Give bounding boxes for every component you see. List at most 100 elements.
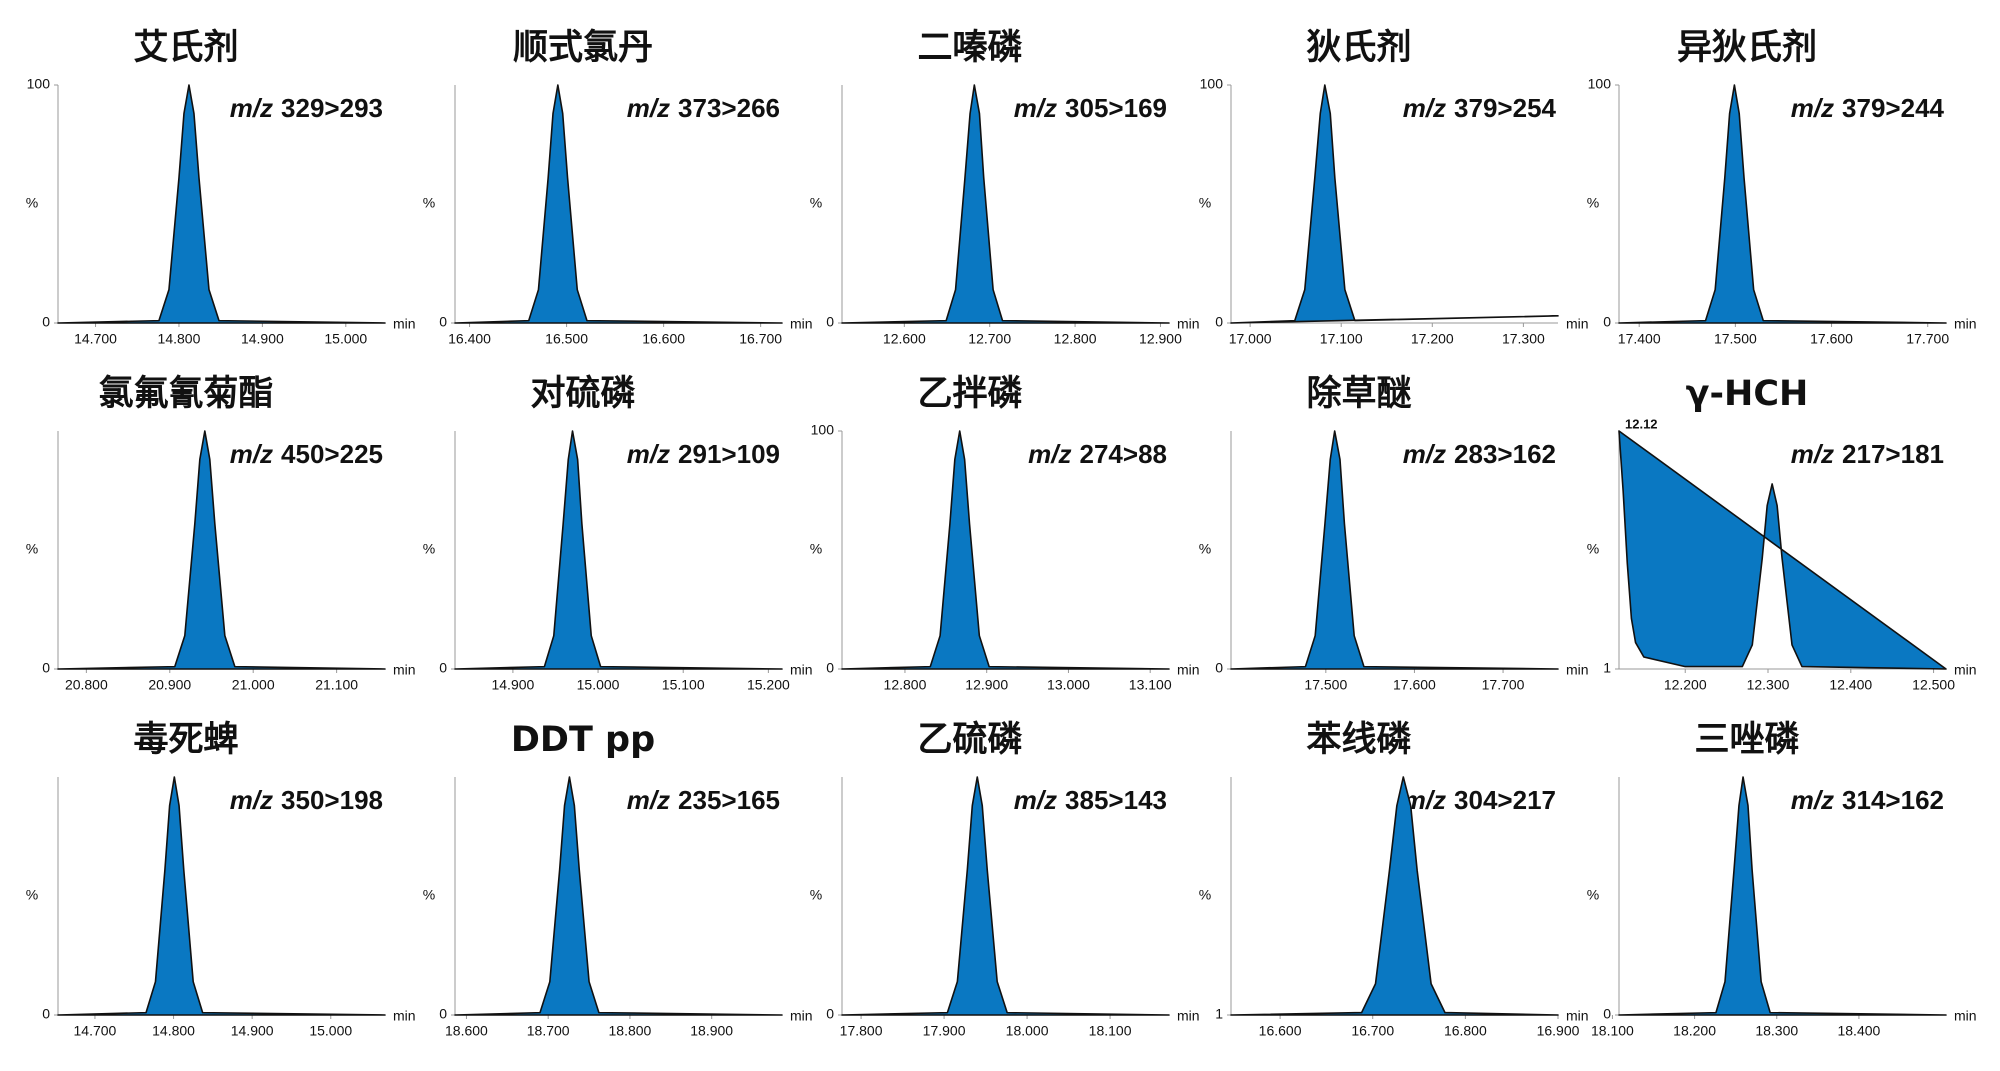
y-tick-label: 0 bbox=[439, 314, 447, 330]
peak-area bbox=[1618, 776, 1947, 1016]
x-axis-label: min bbox=[790, 316, 813, 332]
chart-title: 顺式氯丹 bbox=[513, 28, 653, 68]
x-tick-label: 16.600 bbox=[1259, 1023, 1302, 1039]
x-axis-label: min bbox=[790, 662, 813, 678]
transition-label: m/z 304>217 bbox=[1403, 785, 1556, 815]
x-tick-label: 14.900 bbox=[231, 1023, 274, 1039]
x-tick-label: 18.400 bbox=[1837, 1023, 1880, 1039]
y-tick-label: 0 bbox=[826, 1006, 834, 1022]
chart-title: 三唑磷 bbox=[1694, 720, 1799, 760]
chart-title: 氯氟氰菊酯 bbox=[98, 374, 273, 414]
peak-area bbox=[1230, 776, 1559, 1016]
transition-label: m/z 450>225 bbox=[230, 439, 383, 469]
x-tick-label: 15.000 bbox=[577, 677, 620, 693]
x-tick-label: 14.700 bbox=[74, 331, 117, 347]
mz-label: m/z bbox=[1403, 439, 1446, 469]
y-axis-label: % bbox=[26, 541, 38, 557]
transition-label: m/z 235>165 bbox=[627, 785, 780, 815]
x-tick-label: 15.000 bbox=[309, 1023, 352, 1039]
x-tick-label: 17.900 bbox=[923, 1023, 966, 1039]
chromatogram-panel: 苯线磷 m/z 304>217% min 1 16.600 16.700 16.800 16.9… bbox=[1199, 720, 1589, 1039]
chromatogram-panel: DDT pp m/z 235>165% min 018.600 18.700 18.800 1… bbox=[423, 720, 813, 1039]
x-tick-label: 12.500 bbox=[1912, 677, 1955, 693]
y-axis-label: % bbox=[423, 887, 435, 903]
x-axis-label: min bbox=[790, 1008, 813, 1024]
x-axis-label: min bbox=[393, 1008, 416, 1024]
y-tick-label: 0 bbox=[42, 660, 50, 676]
x-tick-label: 18.200 bbox=[1673, 1023, 1716, 1039]
y-axis-label: % bbox=[1199, 887, 1211, 903]
chart-title: 除草醚 bbox=[1306, 374, 1411, 414]
y-tick-label: 0 bbox=[439, 660, 447, 676]
mz-label: m/z bbox=[230, 93, 273, 123]
x-tick-label: 18.800 bbox=[609, 1023, 652, 1039]
mz-transition: 373>266 bbox=[678, 93, 780, 123]
y-tick-label: 100 bbox=[1588, 76, 1612, 92]
chromatogram-panel: 氯氟氰菊酯 m/z 450>225% min 0 20.800 20.900 21.000 21… bbox=[26, 374, 416, 693]
peak-area bbox=[57, 776, 386, 1016]
x-tick-label: 18.700 bbox=[527, 1023, 570, 1039]
y-tick-label: 1 bbox=[1603, 660, 1611, 676]
x-tick-label: 14.900 bbox=[241, 331, 284, 347]
chromatogram-panel: 狄氏剂 m/z 379>254% min 0 100 17.000 17.100 17.200 1… bbox=[1199, 28, 1589, 347]
mz-transition: 304>217 bbox=[1454, 785, 1556, 815]
chart-title: 苯线磷 bbox=[1306, 720, 1411, 760]
y-axis-label: % bbox=[423, 195, 435, 211]
mz-transition: 274>88 bbox=[1080, 439, 1167, 469]
peak-area bbox=[454, 776, 783, 1016]
peak-area bbox=[454, 430, 783, 670]
x-tick-label: 15.100 bbox=[662, 677, 705, 693]
transition-label: m/z 291>109 bbox=[627, 439, 780, 469]
peak-area bbox=[454, 84, 783, 324]
chart-title: 异狄氏剂 bbox=[1677, 28, 1817, 68]
x-axis-label: min bbox=[1177, 1008, 1200, 1024]
peak-area bbox=[1230, 84, 1559, 324]
mz-label: m/z bbox=[1791, 785, 1834, 815]
mz-transition: 329>293 bbox=[281, 93, 383, 123]
mz-transition: 385>143 bbox=[1065, 785, 1167, 815]
chromatogram-panel: 对硫磷 m/z 291>109% min 0 14.900 15.000 15.100 15.2… bbox=[423, 374, 813, 693]
transition-label: m/z 274>88 bbox=[1028, 439, 1167, 469]
transition-label: m/z 305>169 bbox=[1014, 93, 1167, 123]
x-tick-label: 17.300 bbox=[1502, 331, 1545, 347]
transition-label: m/z 373>266 bbox=[627, 93, 780, 123]
x-axis-label: min bbox=[1566, 316, 1589, 332]
mz-transition: 350>198 bbox=[281, 785, 383, 815]
peak-area bbox=[1230, 430, 1559, 670]
x-tick-label: 18.100 bbox=[1089, 1023, 1132, 1039]
x-tick-label: 14.800 bbox=[158, 331, 201, 347]
y-tick-label: 1 bbox=[1215, 1006, 1223, 1022]
peak-area bbox=[57, 430, 386, 670]
x-tick-label: 12.900 bbox=[965, 677, 1008, 693]
chart-title: 艾氏剂 bbox=[133, 28, 238, 68]
mz-transition: 379>254 bbox=[1454, 93, 1556, 123]
x-tick-label: 17.000 bbox=[1229, 331, 1272, 347]
peak-area bbox=[1618, 84, 1947, 324]
x-tick-label: 12.800 bbox=[884, 677, 927, 693]
chromatogram-panel: γ-HCH m/z 217>181% min 1 12.200 12.300 12.400 12… bbox=[1587, 374, 1977, 693]
x-axis-label: min bbox=[1954, 1008, 1977, 1024]
mz-label: m/z bbox=[1791, 439, 1834, 469]
y-axis-label: % bbox=[810, 887, 822, 903]
y-tick-label: 100 bbox=[1200, 76, 1224, 92]
transition-label: m/z 385>143 bbox=[1014, 785, 1167, 815]
x-tick-label: 21.100 bbox=[315, 677, 358, 693]
x-tick-label: 17.700 bbox=[1906, 331, 1949, 347]
chromatogram-panel: 二嗪磷 m/z 305>169% min 0 12.600 12.700 12.800 12.9… bbox=[810, 28, 1200, 347]
mz-label: m/z bbox=[1014, 93, 1057, 123]
mz-label: m/z bbox=[1028, 439, 1071, 469]
x-tick-label: 16.900 bbox=[1537, 1023, 1580, 1039]
transition-label: m/z 350>198 bbox=[230, 785, 383, 815]
x-tick-label: 16.700 bbox=[1351, 1023, 1394, 1039]
mz-label: m/z bbox=[627, 785, 670, 815]
x-tick-label: 12.700 bbox=[968, 331, 1011, 347]
y-tick-label: 0 bbox=[1603, 314, 1611, 330]
x-tick-label: 17.400 bbox=[1618, 331, 1661, 347]
mz-label: m/z bbox=[1791, 93, 1834, 123]
mz-transition: 235>165 bbox=[678, 785, 780, 815]
x-tick-label: 14.700 bbox=[74, 1023, 117, 1039]
y-tick-label: 0 bbox=[1603, 1006, 1611, 1022]
x-axis-label: min bbox=[1566, 1008, 1589, 1024]
